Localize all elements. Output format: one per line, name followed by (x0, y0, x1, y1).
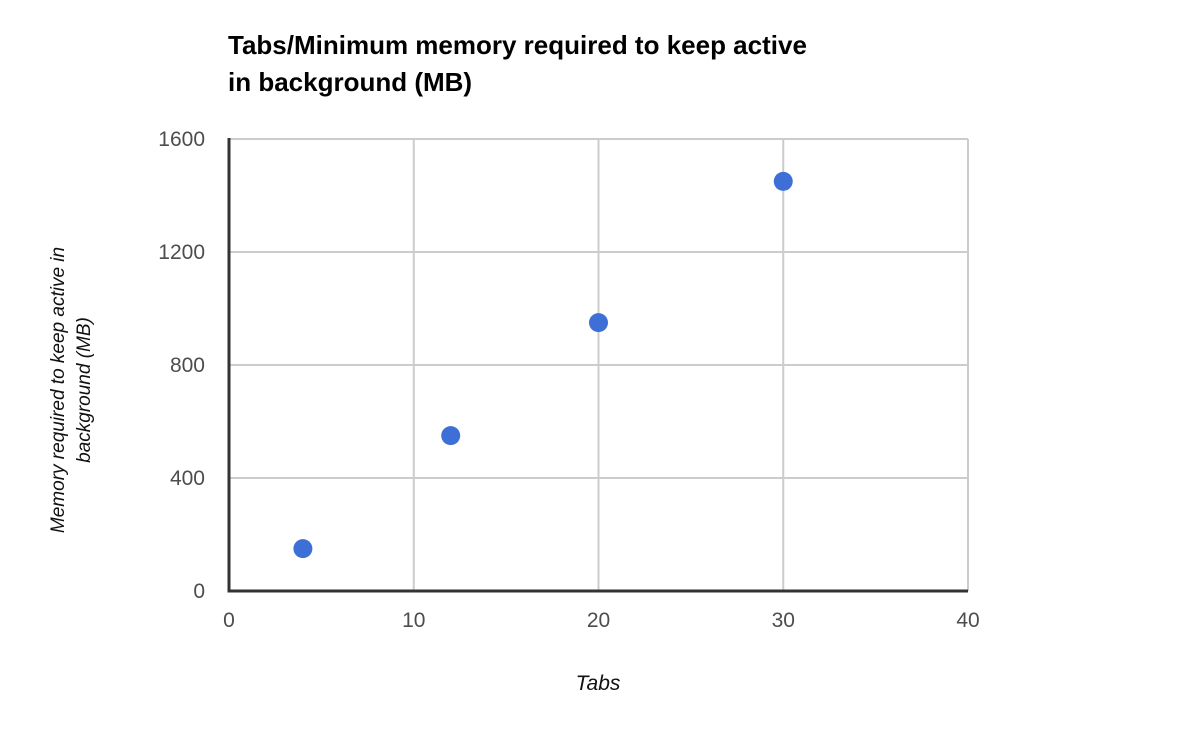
y-tick-label: 0 (193, 580, 205, 603)
data-point[interactable] (293, 539, 313, 559)
data-point[interactable] (441, 426, 461, 446)
chart-title: Tabs/Minimum memory required to keep act… (228, 27, 807, 101)
data-point[interactable] (773, 171, 793, 191)
y-tick-label: 1200 (158, 241, 205, 264)
x-tick-label: 30 (772, 609, 795, 632)
y-tick-label: 400 (170, 467, 205, 490)
chart-title-line: Tabs/Minimum memory required to keep act… (228, 30, 807, 60)
chart-title-line: in background (MB) (228, 67, 473, 97)
x-tick-label: 10 (402, 609, 425, 632)
x-tick-label: 40 (956, 609, 979, 632)
y-tick-label: 800 (170, 354, 205, 377)
data-point[interactable] (589, 313, 608, 333)
x-tick-label: 0 (223, 609, 235, 632)
x-tick-label: 20 (587, 609, 610, 632)
y-tick-label: 1600 (158, 128, 205, 151)
x-axis-title: Tabs (575, 672, 621, 695)
